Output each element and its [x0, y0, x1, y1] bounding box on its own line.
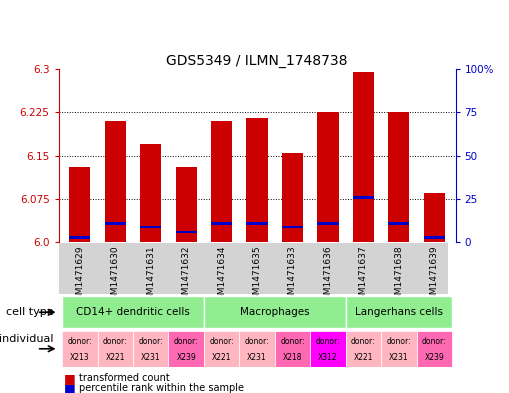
- Text: Langerhans cells: Langerhans cells: [355, 307, 443, 317]
- Bar: [176, 167, 197, 242]
- Bar: [423, 193, 445, 242]
- Text: donor:: donor:: [174, 337, 199, 346]
- Bar: [275, 331, 310, 367]
- Bar: [346, 331, 381, 367]
- Text: X231: X231: [389, 353, 409, 362]
- Text: CD14+ dendritic cells: CD14+ dendritic cells: [76, 307, 190, 317]
- Text: X221: X221: [212, 353, 232, 362]
- Bar: [69, 236, 91, 239]
- Text: GSM1471636: GSM1471636: [323, 246, 332, 307]
- Text: GSM1471635: GSM1471635: [252, 246, 262, 307]
- Text: percentile rank within the sample: percentile rank within the sample: [79, 383, 244, 393]
- Bar: [246, 222, 268, 225]
- Bar: [388, 222, 409, 225]
- Text: donor:: donor:: [138, 337, 163, 346]
- Bar: [140, 226, 161, 228]
- Text: donor:: donor:: [245, 337, 269, 346]
- Bar: [388, 112, 409, 242]
- Bar: [317, 222, 338, 225]
- Bar: [204, 331, 239, 367]
- Bar: [69, 167, 91, 242]
- Text: GSM1471634: GSM1471634: [217, 246, 226, 306]
- Bar: [62, 296, 204, 328]
- Text: ■: ■: [64, 382, 75, 393]
- Text: X213: X213: [70, 353, 90, 362]
- Text: ■: ■: [64, 371, 75, 385]
- Text: X221: X221: [354, 353, 373, 362]
- Text: X221: X221: [105, 353, 125, 362]
- Bar: [310, 331, 346, 367]
- Bar: [239, 331, 275, 367]
- Bar: [168, 331, 204, 367]
- Text: individual: individual: [0, 334, 53, 344]
- Text: GSM1471631: GSM1471631: [146, 246, 155, 307]
- Text: GSM1471639: GSM1471639: [430, 246, 439, 307]
- Text: X218: X218: [282, 353, 302, 362]
- Bar: [423, 236, 445, 239]
- Text: donor:: donor:: [316, 337, 340, 346]
- Text: GSM1471629: GSM1471629: [75, 246, 84, 306]
- Bar: [317, 112, 338, 242]
- Text: donor:: donor:: [386, 337, 411, 346]
- Text: X239: X239: [425, 353, 444, 362]
- Bar: [353, 196, 374, 199]
- Bar: [282, 226, 303, 228]
- Text: donor:: donor:: [422, 337, 446, 346]
- Bar: [416, 331, 452, 367]
- Bar: [133, 331, 168, 367]
- Text: GSM1471633: GSM1471633: [288, 246, 297, 307]
- Bar: [211, 121, 232, 242]
- Bar: [62, 331, 98, 367]
- Text: GSM1471637: GSM1471637: [359, 246, 368, 307]
- Bar: [211, 222, 232, 225]
- Bar: [246, 118, 268, 242]
- Text: GSM1471630: GSM1471630: [111, 246, 120, 307]
- Title: GDS5349 / ILMN_1748738: GDS5349 / ILMN_1748738: [166, 54, 348, 68]
- Bar: [105, 121, 126, 242]
- Text: Macrophages: Macrophages: [240, 307, 309, 317]
- Text: donor:: donor:: [209, 337, 234, 346]
- Text: X239: X239: [176, 353, 196, 362]
- Bar: [282, 153, 303, 242]
- Bar: [346, 296, 452, 328]
- Bar: [204, 296, 346, 328]
- Text: GSM1471638: GSM1471638: [394, 246, 403, 307]
- Text: X312: X312: [318, 353, 338, 362]
- Bar: [381, 331, 416, 367]
- Bar: [98, 331, 133, 367]
- Text: donor:: donor:: [68, 337, 92, 346]
- Bar: [140, 144, 161, 242]
- Text: GSM1471632: GSM1471632: [182, 246, 191, 306]
- Bar: [176, 231, 197, 233]
- Text: donor:: donor:: [103, 337, 128, 346]
- Bar: [105, 222, 126, 225]
- Text: cell type: cell type: [6, 307, 53, 317]
- Text: X231: X231: [141, 353, 160, 362]
- Text: donor:: donor:: [280, 337, 305, 346]
- Text: transformed count: transformed count: [79, 373, 169, 383]
- Text: X231: X231: [247, 353, 267, 362]
- Text: donor:: donor:: [351, 337, 376, 346]
- Bar: [353, 72, 374, 242]
